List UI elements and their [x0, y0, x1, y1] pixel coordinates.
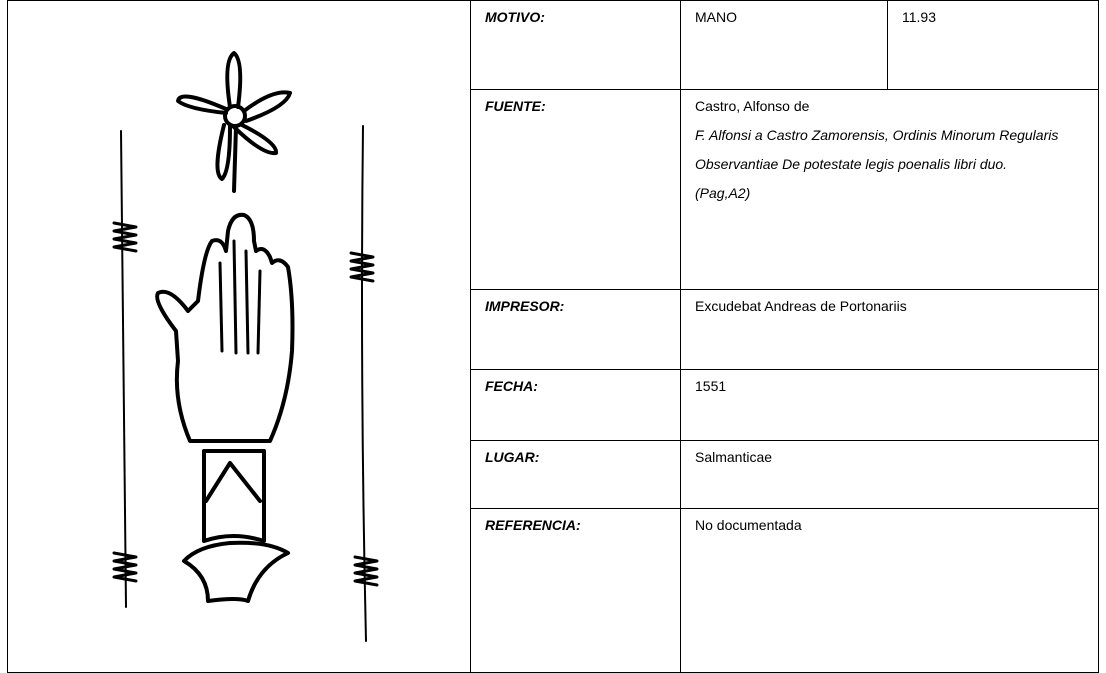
- field-label: MOTIVO:: [470, 0, 681, 90]
- source-author: Castro, Alfonso de: [695, 97, 810, 114]
- field-value: MANO: [680, 0, 888, 90]
- source-title: F. Alfonsi a Castro Zamorensis, Ordinis …: [695, 126, 1059, 172]
- field-label: LUGAR:: [470, 439, 681, 509]
- field-code: 11.93: [887, 0, 1099, 90]
- field-label: IMPRESOR:: [470, 288, 681, 371]
- field-value: 1551: [680, 369, 1099, 441]
- field-value: No documentada: [680, 507, 1099, 673]
- watermark-cell: [7, 0, 471, 673]
- field-label: FUENTE:: [470, 88, 681, 290]
- field-value: Excudebat Andreas de Portonariis: [680, 288, 1099, 371]
- field-label: FECHA:: [470, 369, 681, 441]
- record-sheet: MOTIVO: MANO 11.93 FUENTE: Castro, Alfon…: [7, 0, 1099, 673]
- field-value: Castro, Alfonso de F. Alfonsi a Castro Z…: [680, 88, 1099, 290]
- source-page: (Pag,A2): [695, 184, 751, 201]
- record-table: MOTIVO: MANO 11.93 FUENTE: Castro, Alfon…: [7, 0, 1099, 673]
- watermark-drawing: [112, 51, 379, 642]
- field-value: Salmanticae: [680, 439, 1099, 509]
- field-label: REFERENCIA:: [470, 507, 681, 673]
